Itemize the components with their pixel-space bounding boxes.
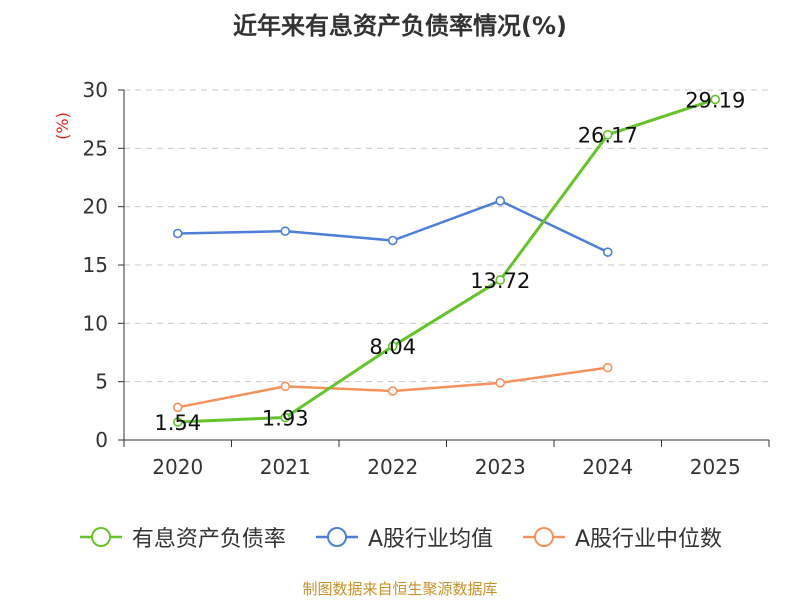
x-tick-label: 2024 <box>582 455 633 479</box>
grid-lines <box>124 89 769 383</box>
data-point <box>280 381 291 392</box>
legend-label: A股行业均值 <box>367 527 493 552</box>
chart-title: 近年来有息资产负债率情况(%) <box>233 12 567 40</box>
x-tick-label: 2021 <box>260 455 311 479</box>
y-tick-label: 30 <box>83 78 108 102</box>
y-tick-label: 10 <box>83 311 108 335</box>
data-point <box>495 378 506 388</box>
series-line <box>177 98 716 424</box>
legend-label: A股行业中位数 <box>575 527 723 552</box>
data-point <box>495 275 506 285</box>
source-note: 制图数据来自恒生聚源数据库 <box>302 580 498 598</box>
y-tick-label: 15 <box>83 253 108 277</box>
data-point <box>387 341 398 352</box>
x-tick-label: 2025 <box>690 455 741 479</box>
data-labels: 1.54 1.93 8.04 13.72 26.17 29.19 <box>154 88 745 435</box>
data-point <box>172 228 183 239</box>
data-point <box>495 196 506 206</box>
y-tick-label: 20 <box>83 195 108 219</box>
legend-item[interactable]: 有息资产负债率 <box>78 521 286 553</box>
legend-marker-icon <box>79 527 122 547</box>
legend-marker-circle <box>534 527 554 547</box>
y-tick-label: 5 <box>95 370 108 394</box>
y-tick-label: 25 <box>83 136 108 160</box>
legend-label: 有息资产负债率 <box>131 527 286 552</box>
data-label: 26.17 <box>578 124 638 148</box>
legend: 有息资产负债率 A股行业均值 A股行业中位数 <box>0 520 800 554</box>
x-tick-label: 2023 <box>475 455 526 479</box>
data-point <box>387 386 398 396</box>
legend-marker-icon <box>315 527 358 547</box>
data-label: 1.54 <box>154 411 201 435</box>
data-point <box>280 412 291 423</box>
x-tick-label: 2022 <box>367 455 418 479</box>
legend-item[interactable]: A股行业中位数 <box>521 521 722 553</box>
legend-item[interactable]: A股行业均值 <box>314 521 493 553</box>
data-point <box>602 247 613 257</box>
legend-marker-circle <box>326 527 347 547</box>
data-point <box>172 417 183 427</box>
y-axis-label: (%) <box>53 112 72 140</box>
data-label: 13.72 <box>470 269 530 293</box>
x-tick-label: 2020 <box>152 455 203 479</box>
data-point <box>172 402 183 413</box>
data-label: 8.04 <box>369 335 416 359</box>
data-point <box>280 226 291 236</box>
data-point <box>710 94 721 105</box>
data-point <box>387 235 398 246</box>
y-tick-label: 0 <box>95 428 108 452</box>
data-label: 29.19 <box>685 88 745 112</box>
legend-marker-circle <box>90 527 111 547</box>
legend-marker-icon <box>523 527 565 547</box>
data-point <box>602 129 613 140</box>
series <box>172 94 721 427</box>
data-label: 1.93 <box>262 406 309 430</box>
data-point <box>602 362 613 373</box>
